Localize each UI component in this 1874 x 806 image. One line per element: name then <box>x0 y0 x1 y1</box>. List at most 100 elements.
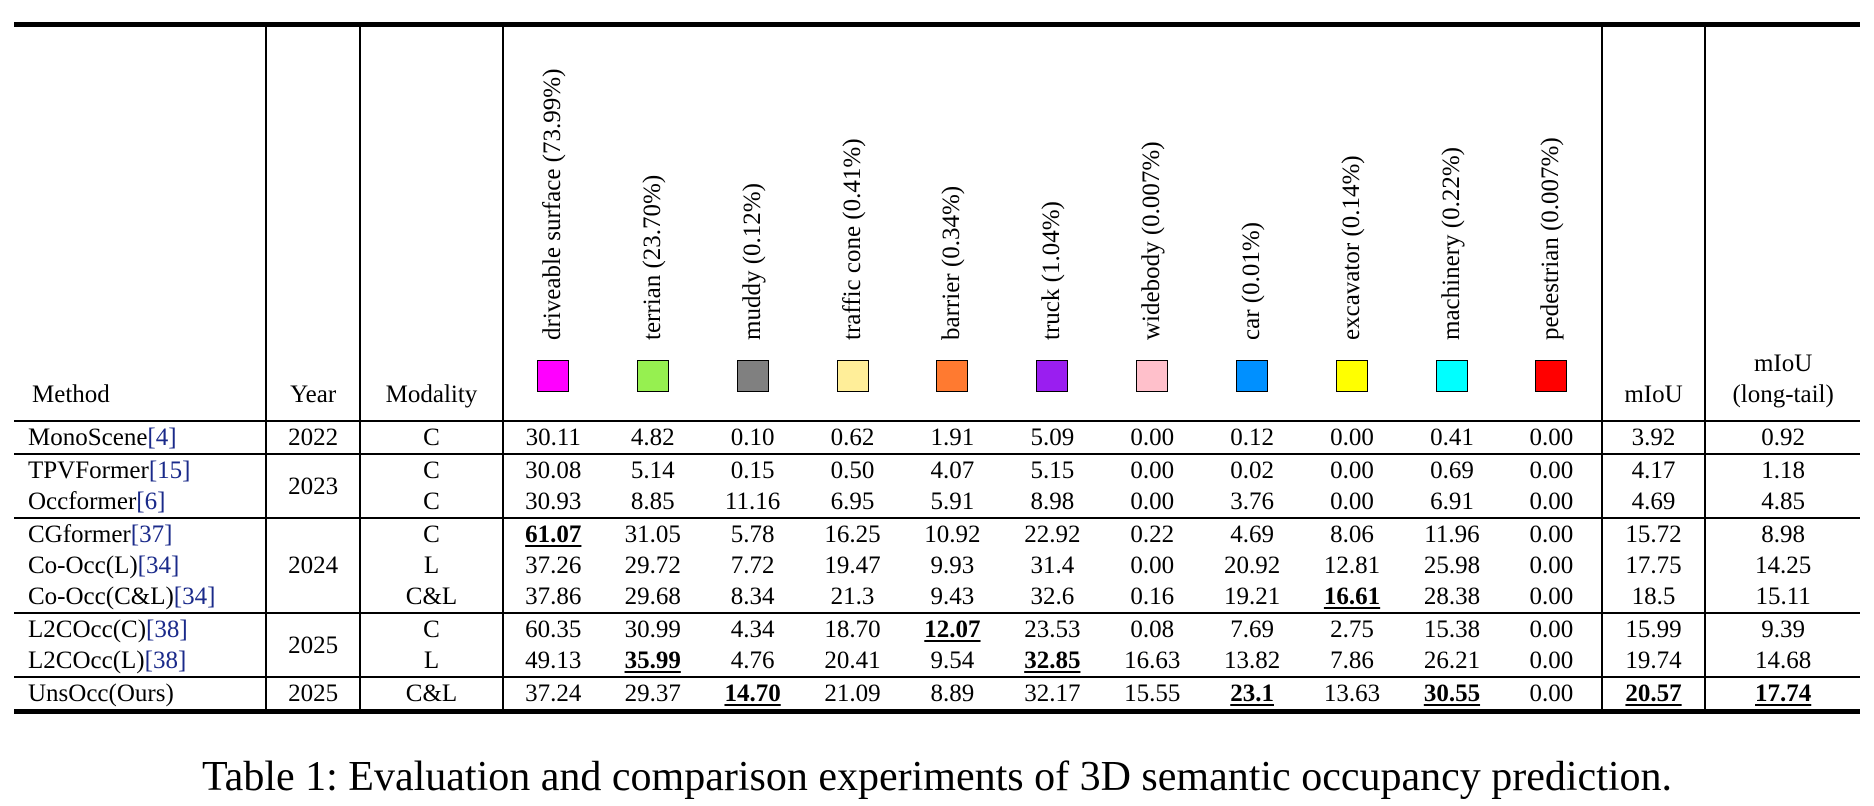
class-iou-cell: 30.99 <box>602 612 703 645</box>
class-iou-cell: 23.53 <box>1002 612 1103 645</box>
class-iou-cell: 7.72 <box>730 552 775 579</box>
class-iou-cell: 0.69 <box>1401 453 1502 486</box>
class-color-swatch <box>736 360 769 392</box>
class-iou-cell: 37.24 <box>502 676 603 712</box>
method-name: L2COcc(C) <box>28 616 147 643</box>
citation-link[interactable]: [15] <box>148 457 191 484</box>
class-iou-cell: 0.00 <box>1102 420 1203 454</box>
miou-cell: 4.69 <box>1601 486 1707 518</box>
class-label: truck (1.04%) <box>1038 201 1066 340</box>
class-iou-cell: 31.4 <box>1030 552 1075 579</box>
class-iou-cell: 0.50 <box>802 453 903 486</box>
class-iou-cell: 18.70 <box>802 612 903 645</box>
class-iou-cell: 0.12 <box>1202 420 1303 454</box>
class-iou-cell: 30.55 <box>1401 676 1502 712</box>
class-iou-cell: 0.00 <box>1130 488 1175 515</box>
class-iou-cell: 0.00 <box>1501 612 1603 645</box>
class-iou-cell: 15.55 <box>1102 676 1203 712</box>
class-iou-cell: 12.07 <box>902 612 1003 645</box>
table-row: CGformer[37] 2024 C 61.07 31.05 5.78 16.25 10.9… <box>14 517 1860 613</box>
class-iou-cell: 7.69 <box>1202 612 1303 645</box>
method-name: Co-Occ(L) <box>28 552 138 579</box>
miou-cell: 20.57 <box>1601 676 1707 712</box>
class-iou-cell: 32.85 <box>1024 647 1081 674</box>
table-row: MonoScene[4] 2022 C 30.11 4.82 0.10 0.62 1.91 5.… <box>14 420 1860 454</box>
miou-cell: 4.17 <box>1601 453 1707 486</box>
class-iou-cell: 32.6 <box>1030 583 1075 610</box>
class-iou-cell: 22.92 <box>1002 517 1103 550</box>
citation-link[interactable]: [37] <box>130 521 173 548</box>
class-iou-cell: 4.82 <box>602 420 703 454</box>
header-method: Method <box>14 24 268 422</box>
class-iou-cell: 28.38 <box>1423 583 1481 610</box>
class-iou-cell: 2.75 <box>1302 612 1402 645</box>
modality-cell: C&L <box>360 581 504 613</box>
citation-link[interactable]: [38] <box>144 647 187 674</box>
table-caption: Table 1: Evaluation and comparison exper… <box>201 754 1673 800</box>
class-iou-cell: 0.00 <box>1501 453 1603 486</box>
header-modality: Modality <box>360 24 504 422</box>
class-label: widebody (0.007%) <box>1138 141 1166 340</box>
class-iou-cell: 5.14 <box>602 453 703 486</box>
class-iou-cell: 5.78 <box>702 517 803 550</box>
results-table-container: Method Year Modality driveable surface (… <box>14 22 1860 714</box>
method-name: CGformer <box>28 521 131 548</box>
miou-longtail-cell: 0.92 <box>1705 420 1860 454</box>
class-iou-cell: 0.41 <box>1401 420 1502 454</box>
miou-cell: 15.72 <box>1601 517 1707 550</box>
header-row: Method Year Modality driveable surface (… <box>14 24 1860 422</box>
class-iou-cell: 7.86 <box>1330 647 1374 674</box>
modality-cell: C <box>360 612 504 645</box>
miou-longtail-cell: 15.11 <box>1755 583 1811 610</box>
table-row: Co-Occ(C&L)[34] C&L 37.86 29.68 8.34 21.3 9.43… <box>14 581 1860 613</box>
class-iou-cell: 4.69 <box>1202 517 1303 550</box>
class-iou-cell: 25.98 <box>1423 552 1481 579</box>
class-label: car (0.01%) <box>1238 222 1266 340</box>
class-iou-cell: 61.07 <box>502 517 603 550</box>
class-iou-cell: 0.16 <box>1130 583 1175 610</box>
class-iou-cell: 49.13 <box>525 647 582 674</box>
modality-cell: C <box>360 453 504 486</box>
citation-link[interactable]: [34] <box>137 552 180 579</box>
class-iou-cell: 29.37 <box>602 676 703 712</box>
citation-link[interactable]: [6] <box>136 488 166 515</box>
miou-longtail-cell: 14.25 <box>1755 552 1812 579</box>
header-class: truck (1.04%) <box>1002 24 1103 422</box>
class-label: driveable surface (73.99%) <box>539 68 567 340</box>
modality-cell: C <box>360 486 504 518</box>
method-cell: CGformer[37] <box>14 517 268 550</box>
class-iou-cell: 12.81 <box>1323 552 1381 579</box>
header-class: traffic cone (0.41%) <box>802 24 903 422</box>
class-iou-cell: 15.38 <box>1401 612 1502 645</box>
class-iou-cell: 30.08 <box>502 453 603 486</box>
table-row: Co-Occ(L)[34] L 37.26 29.72 7.72 19.47 9.93 31.… <box>14 550 1860 581</box>
class-color-swatch <box>1236 360 1269 392</box>
class-iou-cell: 0.00 <box>1302 420 1402 454</box>
miou-cell: 3.92 <box>1601 420 1707 454</box>
class-iou-cell: 0.22 <box>1102 517 1203 550</box>
class-iou-cell: 9.54 <box>930 647 975 674</box>
class-label: terrian (23.70%) <box>638 174 666 340</box>
table-row: L2COcc(L)[38] L 49.13 35.99 4.76 20.41 9.54 32.… <box>14 645 1860 677</box>
method-name: MonoScene <box>28 424 148 451</box>
method-name: UnsOcc(Ours) <box>28 680 174 707</box>
header-class: machinery (0.22%) <box>1401 24 1502 422</box>
class-iou-cell: 29.68 <box>624 583 681 610</box>
method-name: Occformer <box>28 488 137 515</box>
citation-link[interactable]: [34] <box>173 583 216 610</box>
class-iou-cell: 0.62 <box>802 420 903 454</box>
table-row: L2COcc(C)[38] 2025 C 60.35 30.99 4.34 18.70 12.… <box>14 612 1860 677</box>
miou-longtail-cell: 9.39 <box>1705 612 1860 645</box>
table-body: MonoScene[4] 2022 C 30.11 4.82 0.10 0.62 1.91 5.… <box>14 420 1860 712</box>
year-cell: 2023 <box>266 453 362 518</box>
class-iou-cell: 21.09 <box>802 676 903 712</box>
class-color-swatch <box>936 360 969 392</box>
citation-link[interactable]: [4] <box>147 424 177 451</box>
citation-link[interactable]: [38] <box>146 616 188 643</box>
class-iou-cell: 11.16 <box>724 488 781 515</box>
class-iou-cell: 31.05 <box>602 517 703 550</box>
class-iou-cell: 5.09 <box>1002 420 1103 454</box>
class-iou-cell: 0.10 <box>702 420 803 454</box>
class-iou-cell: 5.91 <box>930 488 975 515</box>
class-iou-cell: 19.47 <box>824 552 881 579</box>
